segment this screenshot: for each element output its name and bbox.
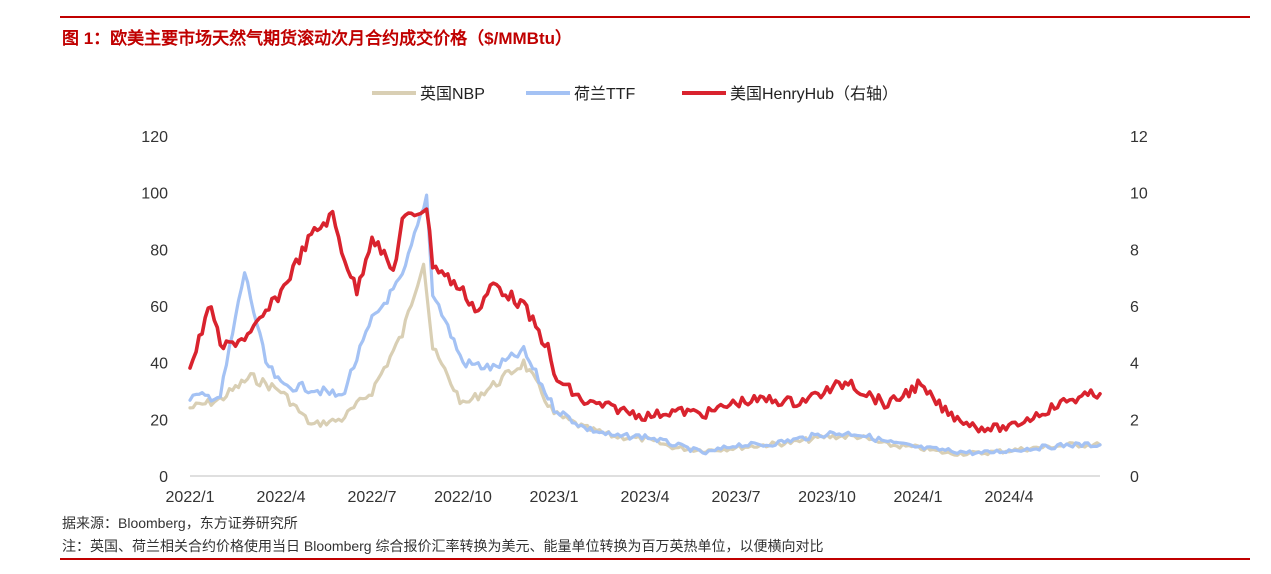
y-right-tick-label: 6	[1130, 299, 1139, 316]
bottom-rule	[60, 558, 1250, 560]
y-axis-left: 0 20 40 60 80 100 120	[141, 129, 168, 486]
x-tick-label: 2023/7	[712, 489, 761, 506]
y-right-tick-label: 4	[1130, 356, 1139, 373]
legend-label: 荷兰TTF	[574, 85, 636, 103]
x-tick-label: 2023/4	[621, 489, 670, 506]
series-line-0	[188, 262, 1102, 457]
y-right-tick-label: 8	[1130, 242, 1139, 259]
y-left-tick-label: 100	[141, 186, 168, 203]
y-left-tick-label: 60	[150, 299, 168, 316]
series-line-1	[188, 193, 1102, 457]
x-tick-label: 2022/7	[348, 489, 397, 506]
legend-label: 美国HenryHub（右轴）	[730, 85, 898, 103]
x-tick-label: 2023/1	[530, 489, 579, 506]
y-left-tick-label: 0	[159, 469, 168, 486]
series-line-2	[188, 207, 1102, 434]
y-axis-right: 0 2 4 6 8 10 12	[1130, 129, 1148, 486]
x-tick-label: 2024/1	[894, 489, 943, 506]
legend-label: 英国NBP	[420, 85, 485, 103]
figure-title: 图 1：欧美主要市场天然气期货滚动次月合约成交价格（$/MMBtu）	[62, 29, 572, 48]
y-right-tick-label: 10	[1130, 186, 1148, 203]
y-right-tick-label: 2	[1130, 412, 1139, 429]
note-text: 注：英国、荷兰相关合约价格使用当日 Bloomberg 综合报价汇率转换为美元、…	[62, 538, 824, 554]
x-axis: 2022/1 2022/4 2022/7 2022/10 2023/1 2023/4 202…	[166, 475, 1100, 506]
x-tick-label: 2024/4	[985, 489, 1034, 506]
y-right-tick-label: 0	[1130, 469, 1139, 486]
y-left-tick-label: 20	[150, 412, 168, 429]
legend: 英国NBP 荷兰TTF 美国HenryHub（右轴）	[372, 85, 898, 103]
y-right-tick-label: 12	[1130, 129, 1148, 146]
top-rule	[60, 16, 1250, 18]
plot-lines	[188, 193, 1102, 457]
y-left-tick-label: 80	[150, 242, 168, 259]
x-tick-label: 2022/4	[257, 489, 306, 506]
source-text: 据来源：Bloomberg，东方证券研究所	[62, 515, 298, 531]
y-left-tick-label: 40	[150, 356, 168, 373]
x-tick-label: 2023/10	[798, 489, 856, 506]
x-tick-label: 2022/1	[166, 489, 215, 506]
y-left-tick-label: 120	[141, 129, 168, 146]
x-tick-label: 2022/10	[434, 489, 492, 506]
